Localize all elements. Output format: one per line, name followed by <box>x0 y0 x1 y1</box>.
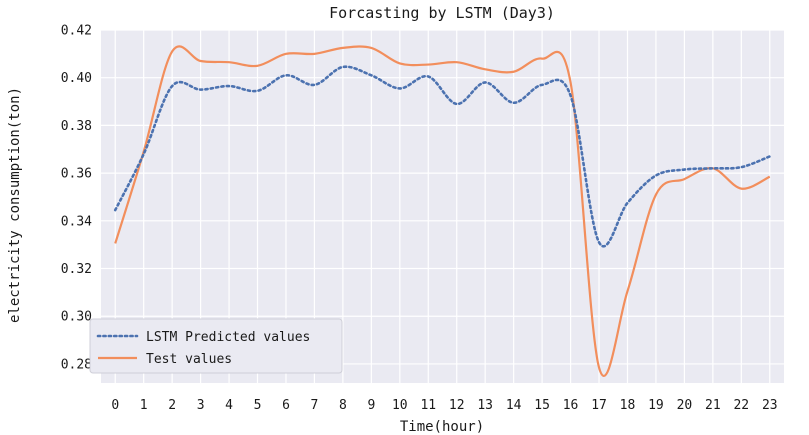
x-tick-label: 15 <box>534 398 550 413</box>
y-tick-label: 0.36 <box>61 167 92 182</box>
x-tick-label: 10 <box>392 398 408 413</box>
x-tick-label: 19 <box>648 398 664 413</box>
x-tick-label: 4 <box>225 398 233 413</box>
x-tick-label: 20 <box>677 398 693 413</box>
legend-box <box>89 318 343 374</box>
y-axis-label: electricity consumption(ton) <box>7 87 23 323</box>
x-tick-label: 8 <box>339 398 347 413</box>
x-tick-label: 18 <box>620 398 636 413</box>
x-tick-label: 1 <box>140 398 148 413</box>
x-tick-label: 11 <box>420 398 436 413</box>
x-tick-label: 17 <box>591 398 607 413</box>
y-tick-label: 0.38 <box>61 119 92 134</box>
x-tick-label: 14 <box>506 398 522 413</box>
y-tick-label: 0.32 <box>61 262 92 277</box>
x-tick-label: 21 <box>705 398 721 413</box>
legend: LSTM Predicted values Test values <box>89 318 343 374</box>
y-tick-label: 0.40 <box>61 71 92 86</box>
y-tick-label: 0.28 <box>61 357 92 372</box>
series-line-predicted <box>113 65 772 248</box>
x-tick-label: 22 <box>733 398 749 413</box>
tick-labels: 0.280.300.320.340.360.380.400.420 1 2 3 4 5 6 7… <box>61 24 778 414</box>
x-axis-label: Time(hour) <box>400 419 484 435</box>
x-tick-label: 7 <box>311 398 319 413</box>
x-tick-label: 9 <box>367 398 375 413</box>
legend-label-test: Test values <box>146 352 232 367</box>
x-tick-label: 23 <box>762 398 778 413</box>
legend-label-predicted: LSTM Predicted values <box>146 330 310 345</box>
x-tick-label: 16 <box>563 398 579 413</box>
x-tick-label: 5 <box>254 398 262 413</box>
x-tick-label: 13 <box>477 398 493 413</box>
y-tick-label: 0.34 <box>61 214 92 229</box>
chart-title: Forcasting by LSTM (Day3) <box>329 4 555 22</box>
x-tick-label: 3 <box>197 398 205 413</box>
y-tick-label: 0.42 <box>61 24 92 39</box>
x-tick-label: 12 <box>449 398 465 413</box>
x-tick-label: 2 <box>168 398 176 413</box>
x-tick-label: 0 <box>111 398 119 413</box>
y-tick-label: 0.30 <box>61 310 92 325</box>
series-layer <box>113 45 772 377</box>
series-line-test <box>114 45 771 377</box>
x-tick-label: 6 <box>282 398 290 413</box>
